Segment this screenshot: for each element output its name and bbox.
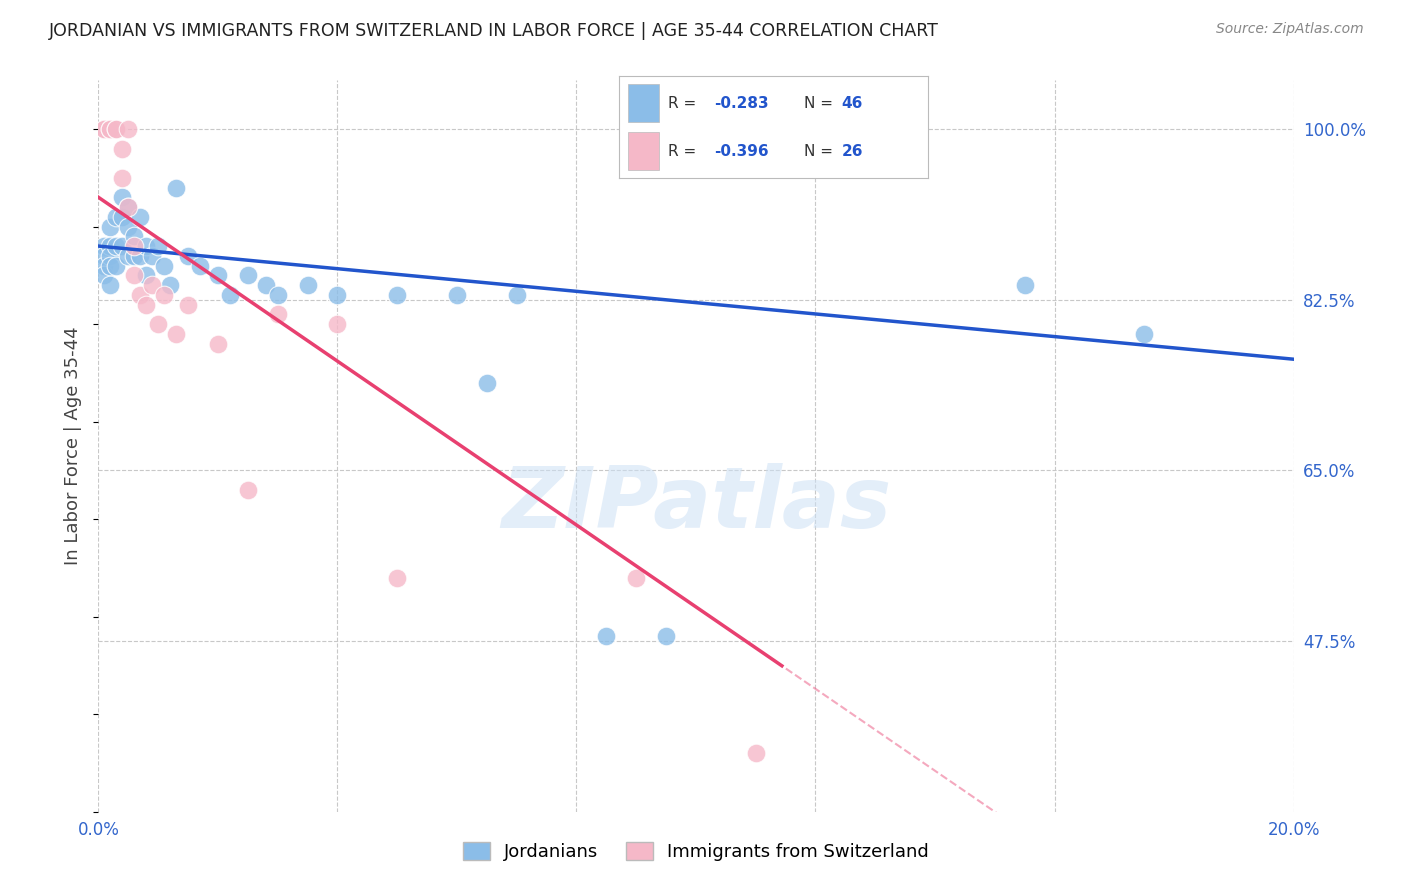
Point — [506, 288, 529, 302]
Point — [165, 180, 187, 194]
Point — [111, 210, 134, 224]
Point — [98, 239, 122, 253]
Text: 46: 46 — [841, 95, 863, 111]
Point — [626, 571, 648, 585]
Text: R =: R = — [668, 95, 702, 111]
Point — [98, 122, 122, 136]
Point — [124, 229, 146, 244]
Point — [129, 288, 152, 302]
Point — [148, 239, 170, 253]
Point — [117, 122, 139, 136]
Point — [105, 239, 128, 253]
Point — [117, 249, 139, 263]
Point — [93, 122, 115, 136]
Point — [236, 483, 259, 497]
Point — [148, 317, 170, 331]
Point — [385, 288, 409, 302]
Point — [98, 249, 122, 263]
Point — [745, 746, 768, 760]
Point — [135, 239, 157, 253]
Point — [117, 219, 139, 234]
Legend: Jordanians, Immigrants from Switzerland: Jordanians, Immigrants from Switzerland — [456, 835, 936, 869]
Point — [93, 249, 115, 263]
Point — [236, 268, 259, 283]
Point — [267, 288, 290, 302]
Point — [326, 317, 349, 331]
Point — [219, 288, 242, 302]
Text: N =: N = — [804, 95, 838, 111]
Text: -0.283: -0.283 — [714, 95, 769, 111]
Point — [254, 278, 277, 293]
Text: 26: 26 — [841, 144, 863, 159]
Point — [135, 297, 157, 311]
Point — [1014, 278, 1036, 293]
Point — [326, 288, 349, 302]
Point — [105, 259, 128, 273]
Point — [188, 259, 211, 273]
Point — [159, 278, 181, 293]
Point — [475, 376, 498, 390]
Point — [177, 297, 200, 311]
Point — [297, 278, 319, 293]
Point — [98, 122, 122, 136]
Point — [655, 629, 678, 643]
Text: Source: ZipAtlas.com: Source: ZipAtlas.com — [1216, 22, 1364, 37]
Point — [124, 268, 146, 283]
Text: R =: R = — [668, 144, 702, 159]
Point — [385, 571, 409, 585]
Point — [595, 629, 617, 643]
Point — [98, 259, 122, 273]
Point — [153, 288, 176, 302]
Point — [124, 249, 146, 263]
Text: JORDANIAN VS IMMIGRANTS FROM SWITZERLAND IN LABOR FORCE | AGE 35-44 CORRELATION : JORDANIAN VS IMMIGRANTS FROM SWITZERLAND… — [49, 22, 939, 40]
Point — [267, 307, 290, 321]
Point — [141, 278, 163, 293]
Point — [1133, 326, 1156, 341]
Text: -0.396: -0.396 — [714, 144, 769, 159]
FancyBboxPatch shape — [628, 132, 659, 170]
Point — [207, 268, 229, 283]
Point — [153, 259, 176, 273]
Point — [177, 249, 200, 263]
Y-axis label: In Labor Force | Age 35-44: In Labor Force | Age 35-44 — [65, 326, 83, 566]
Point — [117, 200, 139, 214]
Point — [105, 122, 128, 136]
Point — [111, 239, 134, 253]
Point — [124, 239, 146, 253]
Point — [135, 268, 157, 283]
FancyBboxPatch shape — [628, 84, 659, 122]
Point — [117, 200, 139, 214]
Point — [98, 219, 122, 234]
Text: N =: N = — [804, 144, 838, 159]
Point — [129, 210, 152, 224]
Point — [446, 288, 468, 302]
Point — [93, 259, 115, 273]
Point — [105, 122, 128, 136]
Point — [111, 142, 134, 156]
Point — [207, 336, 229, 351]
Point — [141, 249, 163, 263]
Point — [93, 268, 115, 283]
Point — [93, 239, 115, 253]
Point — [111, 170, 134, 185]
Point — [105, 210, 128, 224]
Point — [98, 278, 122, 293]
Point — [165, 326, 187, 341]
Point — [111, 190, 134, 204]
Text: ZIPatlas: ZIPatlas — [501, 463, 891, 546]
Point — [129, 249, 152, 263]
Point — [93, 122, 115, 136]
